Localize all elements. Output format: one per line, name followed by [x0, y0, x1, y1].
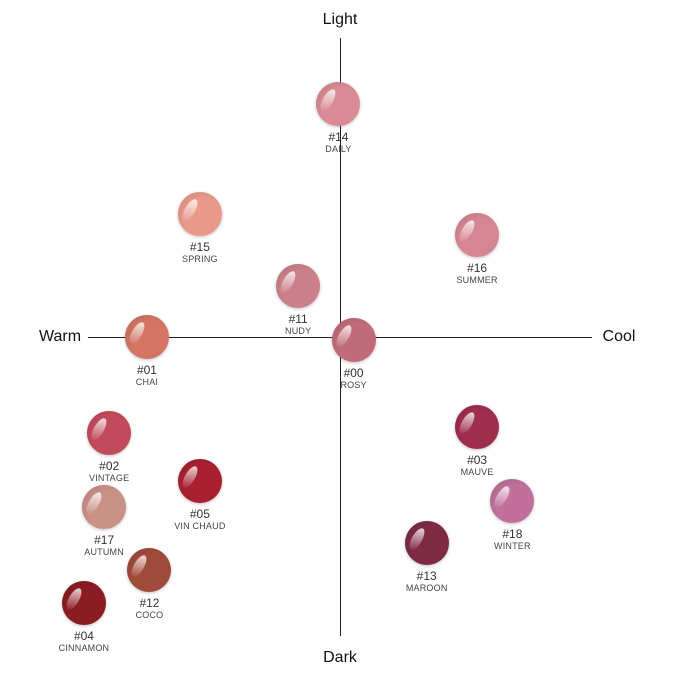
shade-code: #15 — [189, 240, 210, 255]
shade-name: CHAI — [135, 377, 159, 387]
shade-name: MAROON — [405, 583, 448, 594]
axis-label-cool: Cool — [602, 328, 636, 345]
shade-name: WINTER — [494, 541, 531, 552]
shade-name: SUMMER — [456, 275, 498, 286]
shade-code: #02 — [99, 458, 120, 473]
shade-swatch[interactable] — [127, 548, 172, 593]
shade-code: #05 — [189, 506, 210, 521]
shade-swatch[interactable] — [490, 479, 535, 524]
shade-name: NUDY — [285, 326, 312, 337]
shade-swatch[interactable] — [331, 317, 376, 362]
shade-swatch[interactable] — [177, 458, 222, 503]
axis-label-light: Light — [322, 11, 358, 28]
shade-code: #04 — [73, 629, 94, 644]
shade-name: VIN CHAUD — [174, 520, 226, 531]
shade-swatch[interactable] — [82, 485, 127, 530]
shade-name: VINTAGE — [89, 472, 130, 483]
axis-label-dark: Dark — [323, 649, 357, 666]
shade-swatch[interactable] — [404, 521, 449, 566]
shade-code: #13 — [416, 569, 437, 584]
shade-name: COCO — [135, 610, 164, 621]
shade-name: ROSY — [340, 379, 367, 390]
axis-label-warm: Warm — [38, 328, 82, 345]
shade-name: MAUVE — [460, 466, 494, 477]
shade-code: #12 — [139, 596, 160, 611]
shade-code: #17 — [94, 533, 115, 548]
shade-swatch[interactable] — [61, 581, 106, 626]
shade-name: DAILY — [325, 143, 352, 154]
shade-code: #16 — [467, 261, 488, 276]
shade-code: #18 — [502, 527, 523, 542]
shade-code: #01 — [136, 363, 157, 377]
shade-swatch[interactable] — [124, 315, 169, 359]
shade-name: AUTUMN — [84, 547, 124, 558]
shade-swatch[interactable] — [276, 264, 321, 309]
shade-code: #11 — [288, 312, 308, 327]
shade-swatch[interactable] — [177, 192, 222, 237]
shade-swatch[interactable] — [455, 213, 500, 258]
shade-name: CINNAMON — [58, 643, 110, 654]
shade-swatch[interactable] — [316, 81, 361, 126]
shade-swatch[interactable] — [455, 404, 500, 449]
shade-name: SPRING — [182, 254, 218, 265]
shade-code: #14 — [328, 129, 349, 144]
shade-code: #03 — [467, 452, 488, 467]
shade-code: #00 — [343, 365, 364, 380]
shade-swatch[interactable] — [87, 410, 132, 455]
